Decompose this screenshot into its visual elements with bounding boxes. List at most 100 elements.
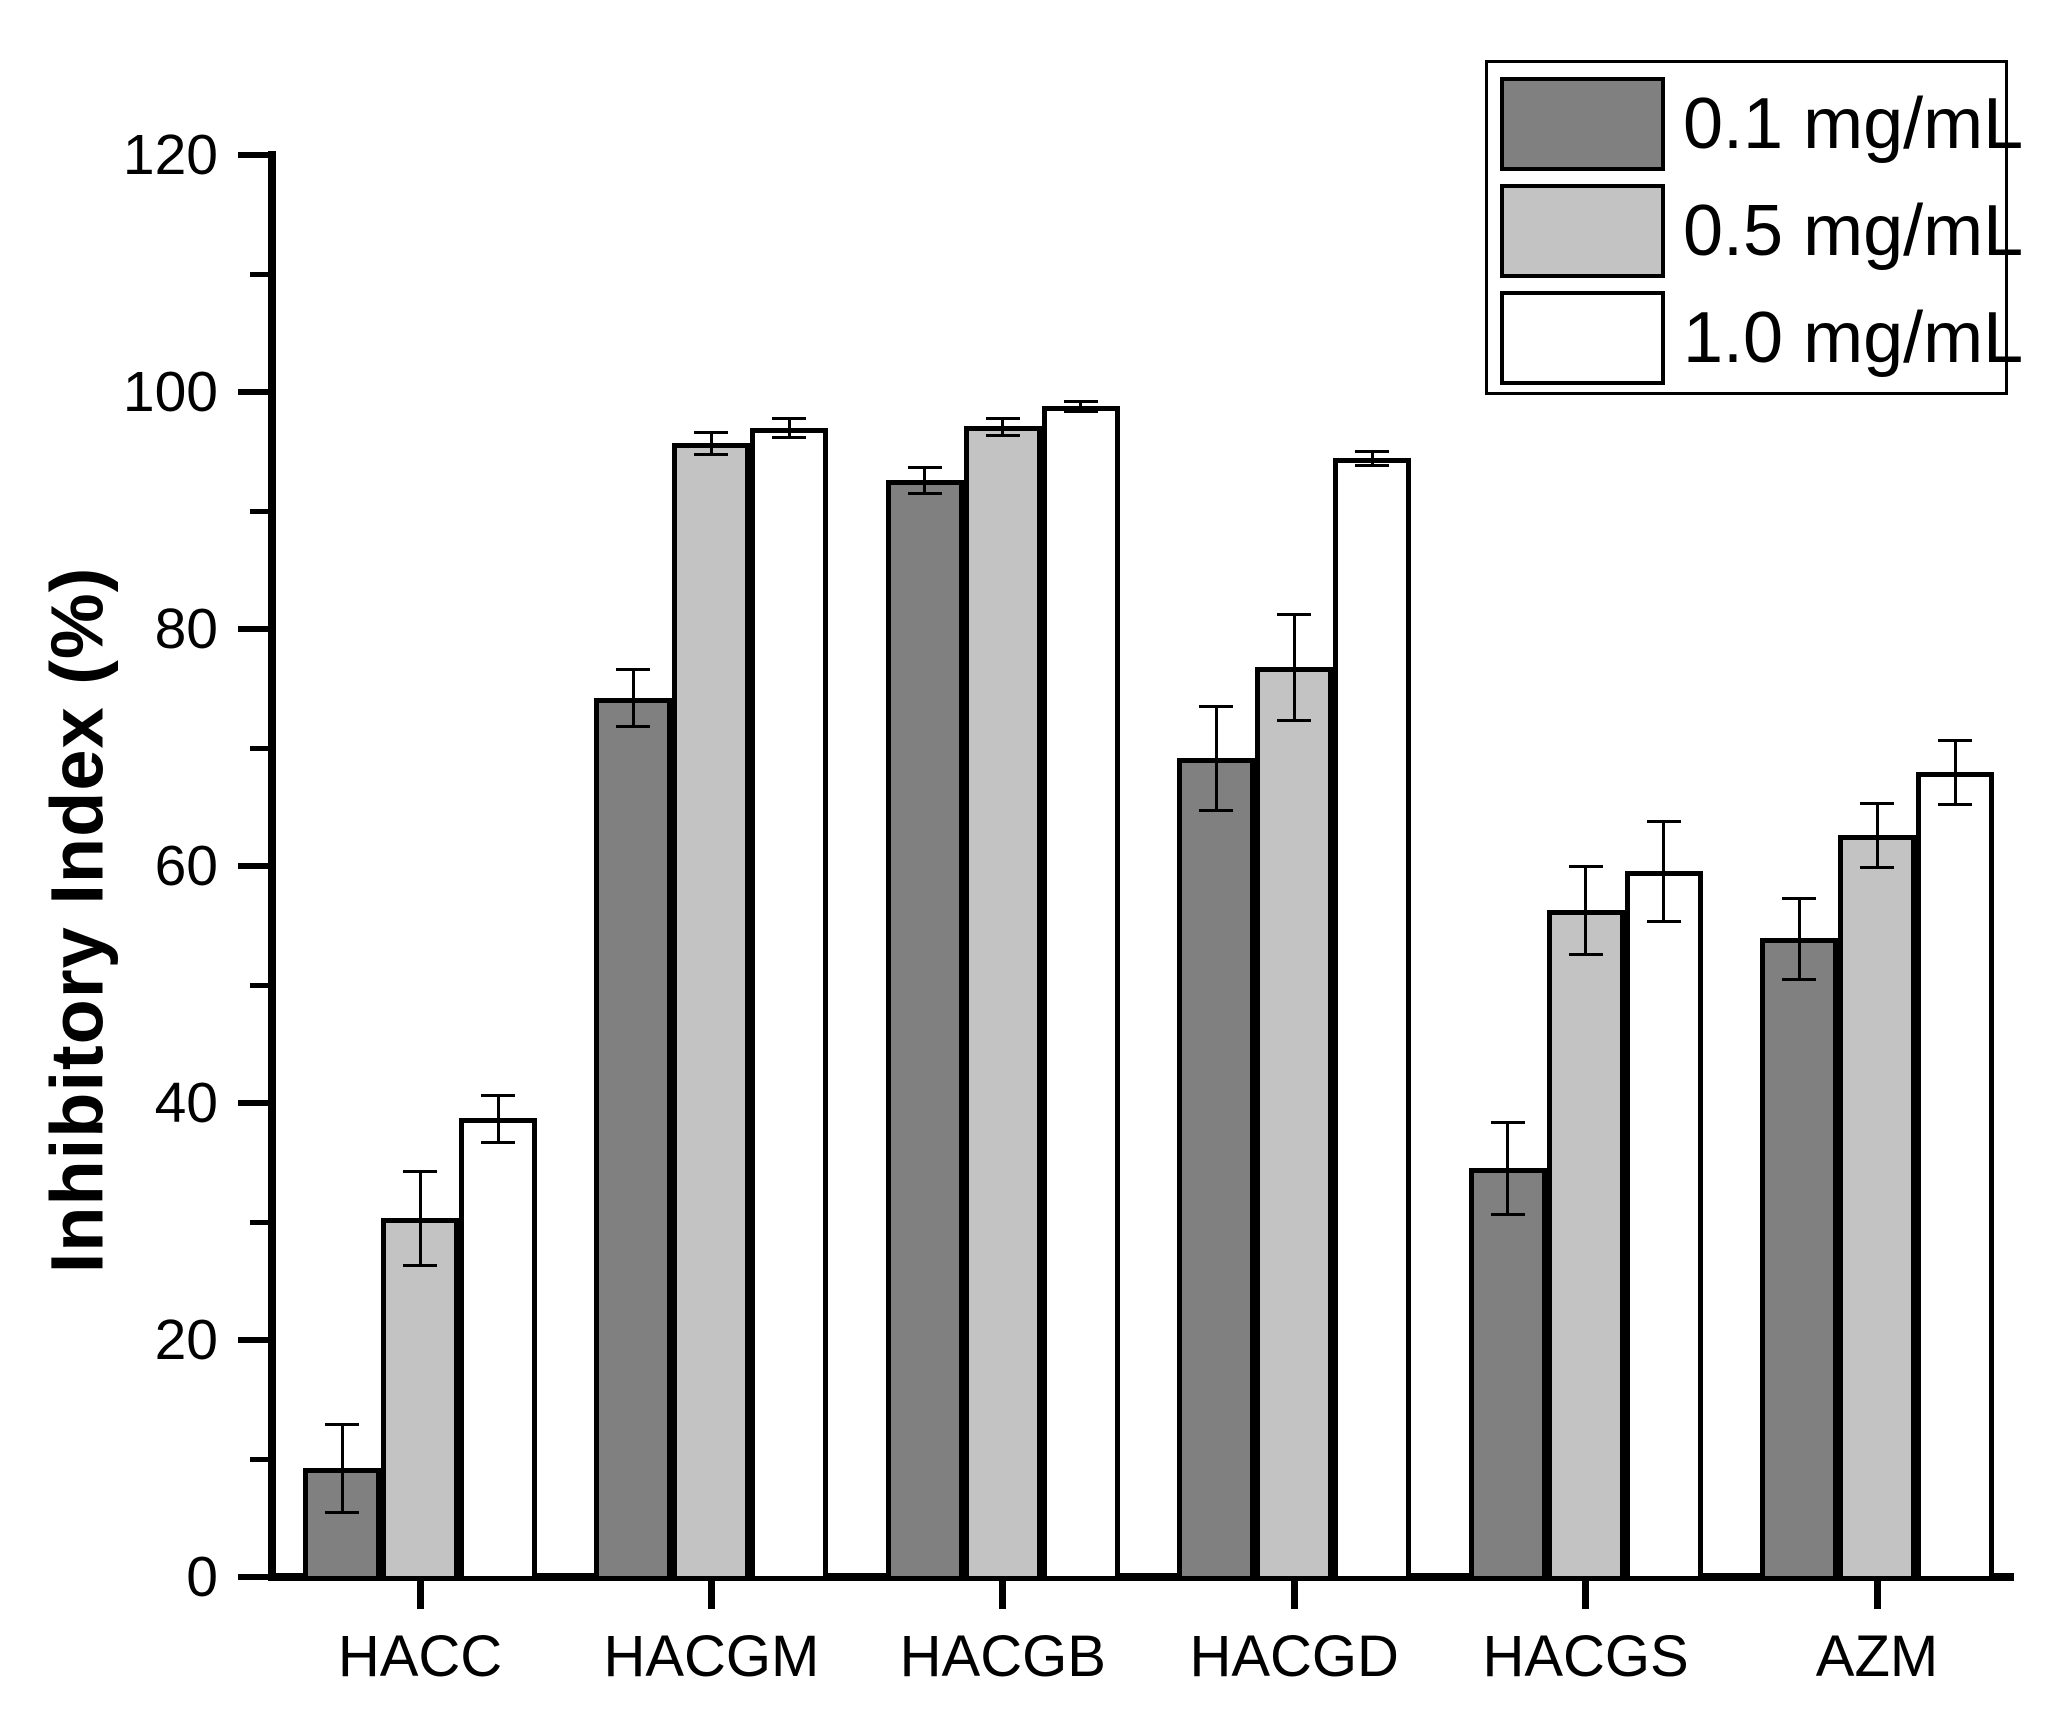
error-bar-cap-bottom xyxy=(1063,409,1098,413)
error-bar-line xyxy=(631,669,635,727)
y-minor-tick xyxy=(250,982,268,988)
x-tick xyxy=(707,1581,715,1609)
error-bar-cap-top xyxy=(694,431,729,435)
error-bar-line xyxy=(709,432,713,454)
error-bar-line xyxy=(1214,706,1218,811)
error-bar-cap-top xyxy=(1490,1120,1525,1124)
legend: 0.1 mg/mL 0.5 mg/mL 1.0 mg/mL xyxy=(1485,60,2023,395)
y-major-tick xyxy=(238,1337,268,1343)
y-major-tick xyxy=(238,626,268,632)
error-bar-cap-top xyxy=(1782,896,1816,900)
y-tick-label: 100 xyxy=(122,360,218,424)
y-minor-tick xyxy=(250,745,268,751)
x-tick xyxy=(1290,1581,1298,1609)
y-major-tick xyxy=(238,152,268,158)
y-minor-tick xyxy=(250,271,268,277)
error-bar-cap-top xyxy=(481,1093,515,1097)
legend-swatch xyxy=(1500,77,1665,171)
error-bar-cap-top xyxy=(403,1169,437,1173)
bar xyxy=(672,442,751,1581)
error-bar-cap-bottom xyxy=(1277,719,1312,723)
error-bar-cap-bottom xyxy=(907,491,942,495)
error-bar-line xyxy=(1292,613,1296,721)
x-category-label: HACGB xyxy=(899,1624,1106,1689)
y-minor-tick xyxy=(250,1456,268,1462)
bar xyxy=(1916,772,1994,1581)
error-bar-cap-top xyxy=(1938,739,1972,743)
error-bar-line xyxy=(1584,866,1588,954)
bar xyxy=(1255,666,1334,1581)
legend-swatch xyxy=(1500,184,1665,278)
error-bar-cap-bottom xyxy=(1490,1213,1525,1217)
y-tick-label: 120 xyxy=(122,123,218,187)
bar xyxy=(1177,758,1256,1581)
x-tick xyxy=(1582,1581,1590,1609)
legend-swatch xyxy=(1500,291,1665,385)
y-major-tick xyxy=(238,1574,268,1580)
error-bar-cap-top xyxy=(1063,400,1098,404)
error-bar-cap-bottom xyxy=(694,452,729,456)
error-bar-line xyxy=(1953,740,1957,805)
bar xyxy=(1838,835,1916,1581)
x-category-label: AZM xyxy=(1815,1624,1939,1689)
error-bar-cap-top xyxy=(1860,802,1894,806)
error-bar-cap-top xyxy=(985,417,1020,421)
error-bar-cap-bottom xyxy=(1199,809,1234,813)
error-bar-cap-top xyxy=(772,417,807,421)
error-bar-cap-bottom xyxy=(1782,977,1816,981)
error-bar-cap-bottom xyxy=(1568,952,1603,956)
error-bar-cap-bottom xyxy=(985,433,1020,437)
error-bar-line xyxy=(1370,451,1374,466)
y-major-tick xyxy=(238,389,268,395)
legend-label: 1.0 mg/mL xyxy=(1683,298,2024,378)
y-tick-label: 40 xyxy=(154,1071,218,1135)
bar xyxy=(459,1118,537,1581)
error-bar-line xyxy=(496,1094,500,1143)
x-category-label: HACGM xyxy=(603,1624,820,1689)
y-tick-label: 80 xyxy=(154,597,218,661)
bar xyxy=(1468,1168,1547,1581)
error-bar-cap-bottom xyxy=(325,1510,359,1514)
x-tick xyxy=(416,1581,424,1609)
x-category-label: HACGS xyxy=(1482,1624,1689,1689)
error-bar-line xyxy=(1662,820,1666,921)
x-category-label: HACGD xyxy=(1189,1624,1399,1689)
y-tick-label: 20 xyxy=(154,1308,218,1372)
error-bar-cap-bottom xyxy=(616,725,651,729)
error-bar-line xyxy=(787,418,791,438)
error-bar-cap-top xyxy=(1568,865,1603,868)
y-major-tick xyxy=(238,1100,268,1106)
error-bar-cap-bottom xyxy=(481,1141,515,1145)
error-bar-cap-bottom xyxy=(403,1264,437,1268)
error-bar-cap-top xyxy=(1277,612,1312,616)
y-tick-label: 60 xyxy=(154,834,218,898)
bar xyxy=(1624,870,1703,1581)
error-bar-cap-bottom xyxy=(1646,919,1681,923)
error-bar-line xyxy=(1797,897,1801,979)
error-bar-cap-bottom xyxy=(1355,464,1390,468)
error-bar-line xyxy=(418,1170,422,1266)
error-bar-line xyxy=(1079,401,1083,411)
bar xyxy=(1760,938,1838,1581)
error-bar-cap-top xyxy=(616,668,651,672)
bar xyxy=(885,479,964,1581)
x-category-label: HACC xyxy=(337,1624,503,1689)
error-bar-line xyxy=(1001,418,1005,435)
error-bar-cap-top xyxy=(1646,819,1681,823)
x-tick xyxy=(999,1581,1007,1609)
bar xyxy=(1333,458,1412,1581)
error-bar-cap-top xyxy=(907,465,942,469)
legend-label: 0.1 mg/mL xyxy=(1683,84,2024,164)
error-bar-line xyxy=(1875,803,1879,868)
bar xyxy=(381,1217,459,1581)
bar xyxy=(594,697,673,1581)
y-tick-label: 0 xyxy=(186,1545,218,1609)
legend-label: 0.5 mg/mL xyxy=(1683,191,2024,271)
error-bar-line xyxy=(1506,1121,1510,1215)
error-bar-line xyxy=(923,466,927,493)
error-bar-cap-top xyxy=(1199,705,1234,709)
error-bar-cap-bottom xyxy=(772,436,807,440)
bar xyxy=(1546,909,1625,1581)
